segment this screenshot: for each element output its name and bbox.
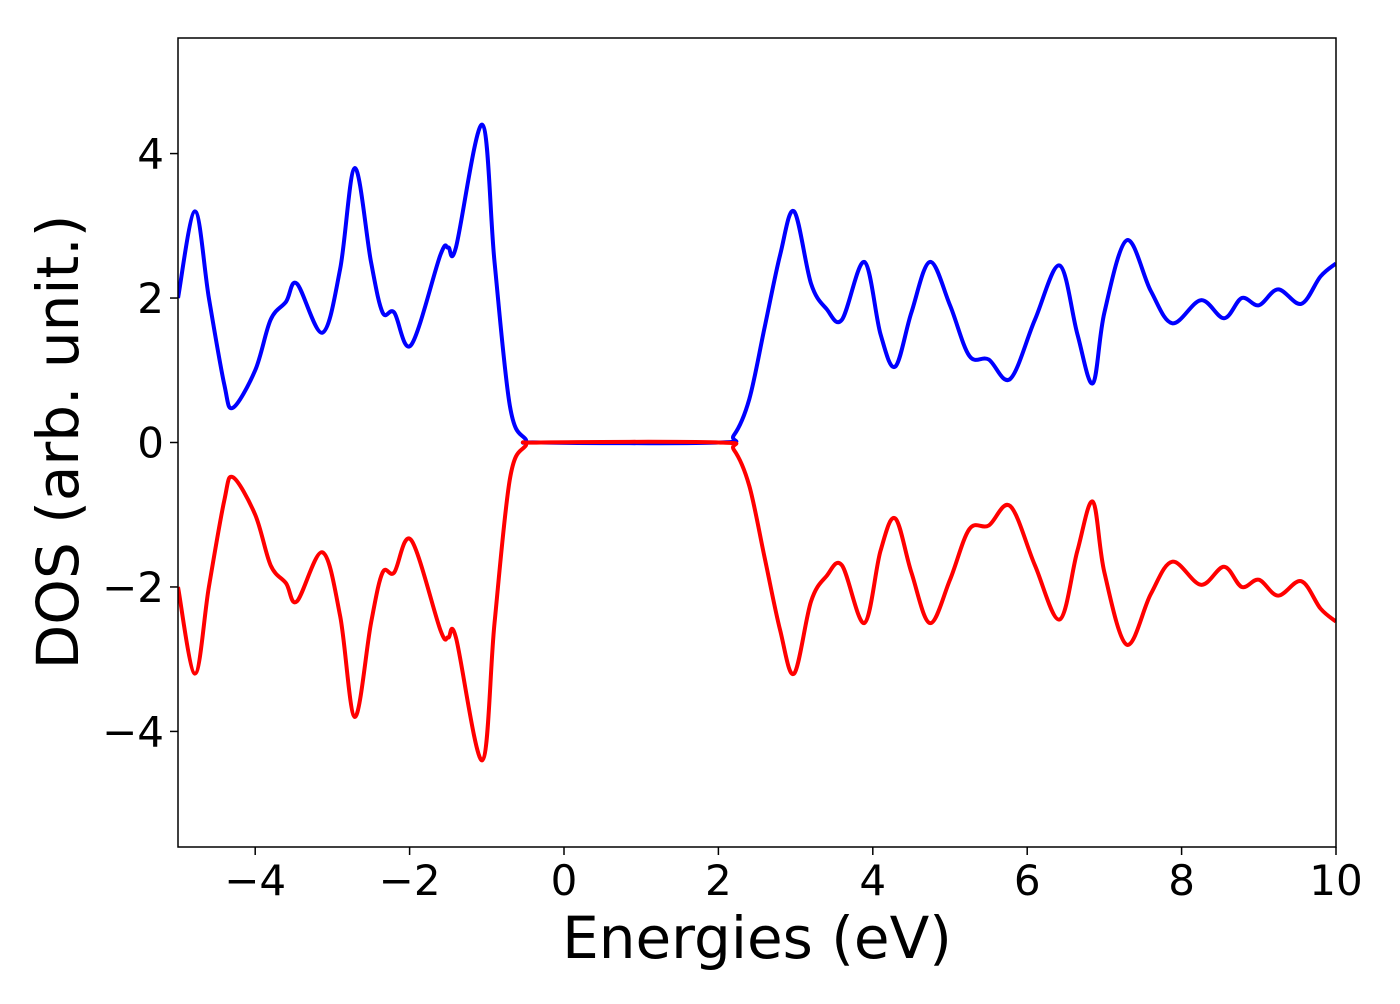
x-tick-label: 0: [551, 856, 578, 905]
y-axis-label: DOS (arb. unit.): [24, 215, 92, 670]
dos-line: [178, 122, 1336, 446]
plot-frame: [177, 37, 1337, 848]
dos-line: [178, 439, 1336, 763]
x-axis-label: Energies (eV): [562, 904, 952, 972]
y-tick-label: 4: [137, 130, 164, 179]
x-tick-label: −4: [224, 856, 286, 905]
y-tick-label: −4: [102, 707, 164, 756]
x-tick-label: 6: [1014, 856, 1041, 905]
x-tick-label: 4: [859, 856, 886, 905]
y-tick-label: −2: [102, 563, 164, 612]
x-tick-label: 10: [1309, 856, 1362, 905]
x-tick-label: 8: [1168, 856, 1195, 905]
y-tick-label: 2: [137, 274, 164, 323]
x-tick-label: 2: [705, 856, 732, 905]
y-tick-label: 0: [137, 419, 164, 468]
x-tick-label: −2: [379, 856, 441, 905]
